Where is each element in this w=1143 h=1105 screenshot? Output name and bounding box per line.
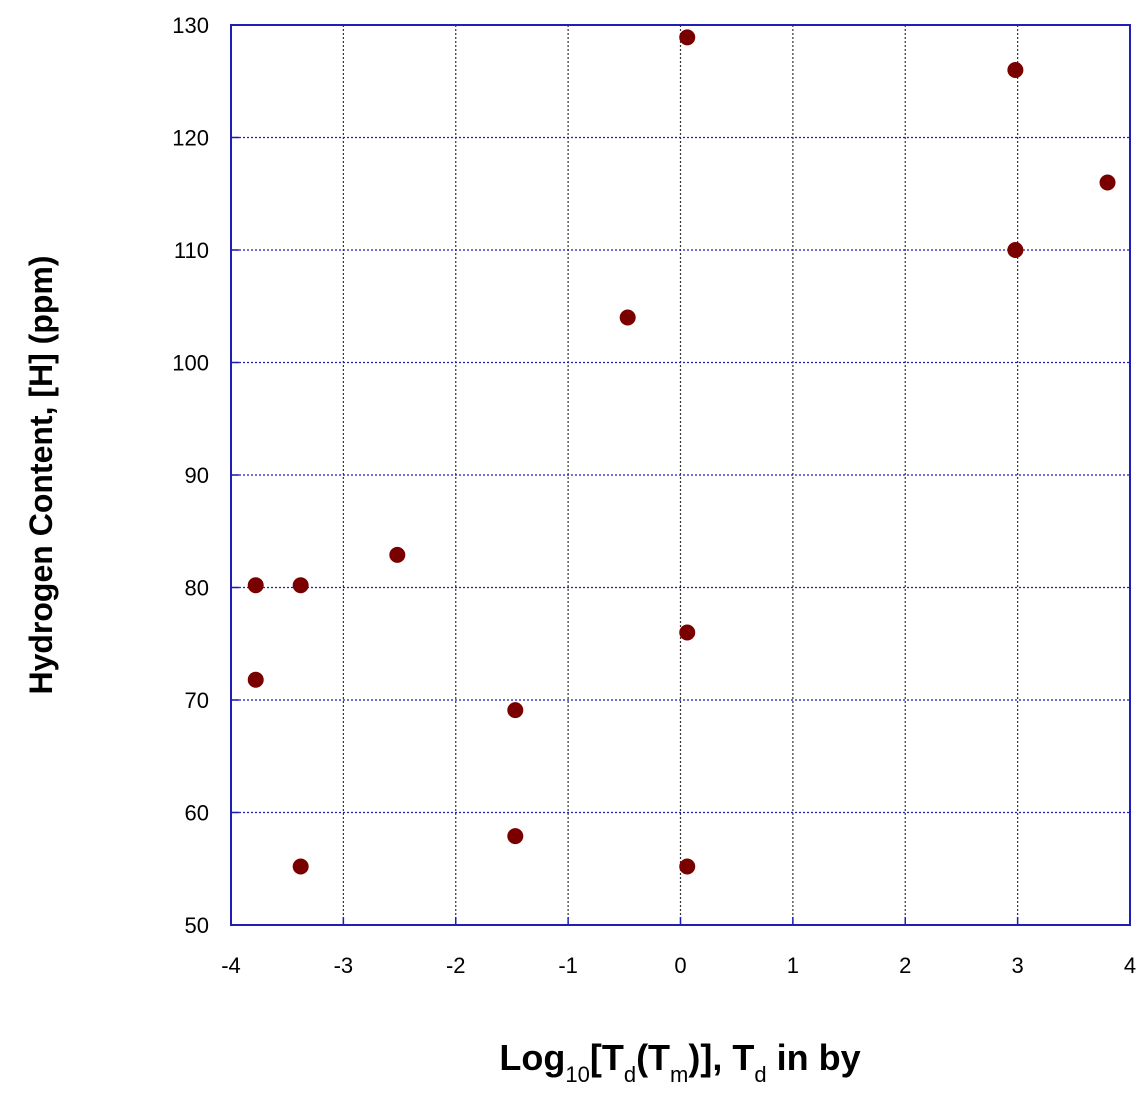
data-point — [247, 671, 264, 688]
data-points — [247, 29, 1116, 875]
x-axis-title-part: d — [624, 1062, 636, 1087]
y-tick-label: 130 — [172, 13, 209, 38]
x-tick-label: -1 — [558, 953, 578, 978]
data-point — [679, 29, 696, 46]
axis-ticks: -4 -3 -2 -1 0 1 2 3 4 50 60 70 80 90 100 110 120 130 — [172, 13, 1136, 978]
y-tick-label: 90 — [185, 463, 209, 488]
y-axis-title: Hydrogen Content, [H] (ppm) — [23, 255, 59, 694]
x-tick-label: -2 — [446, 953, 466, 978]
data-point — [247, 577, 264, 594]
x-axis-title-part: m — [670, 1062, 688, 1087]
x-tick-label: 1 — [787, 953, 799, 978]
y-tick-label: 60 — [185, 801, 209, 826]
y-tick-label: 110 — [174, 238, 209, 263]
y-tick-label: 80 — [185, 576, 209, 601]
data-point — [1007, 242, 1024, 258]
x-axis-title-part: (T — [636, 1037, 670, 1078]
x-tick-label: 3 — [1012, 953, 1024, 978]
x-axis-title: Log10[Td(Tm)], Td in by — [499, 1037, 860, 1087]
x-axis-title-part: [T — [590, 1037, 624, 1078]
y-tick-label: 70 — [185, 688, 209, 713]
y-tick-label: 120 — [172, 126, 209, 151]
data-point — [507, 702, 524, 719]
data-point — [292, 858, 309, 875]
data-point — [292, 577, 309, 594]
data-point — [1007, 62, 1024, 78]
x-axis-title-part: d — [754, 1062, 766, 1087]
data-point — [619, 309, 636, 326]
data-point — [389, 546, 406, 563]
x-axis-title-part: in by — [767, 1037, 861, 1078]
data-point — [679, 858, 696, 875]
x-tick-label: 2 — [899, 953, 911, 978]
x-tick-label: -4 — [221, 953, 241, 978]
y-tick-label: 100 — [172, 351, 209, 376]
grid-lines — [231, 25, 1130, 925]
x-tick-label: 0 — [674, 953, 686, 978]
data-point — [679, 624, 696, 641]
y-tick-label: 50 — [185, 913, 209, 938]
x-tick-label: 4 — [1124, 953, 1136, 978]
x-tick-label: -3 — [334, 953, 354, 978]
data-point — [1099, 174, 1116, 191]
x-axis-title-part: Log — [499, 1037, 565, 1078]
x-axis-title-part: )], T — [688, 1037, 754, 1078]
x-axis-title-part: 10 — [565, 1062, 589, 1087]
data-point — [507, 828, 524, 845]
